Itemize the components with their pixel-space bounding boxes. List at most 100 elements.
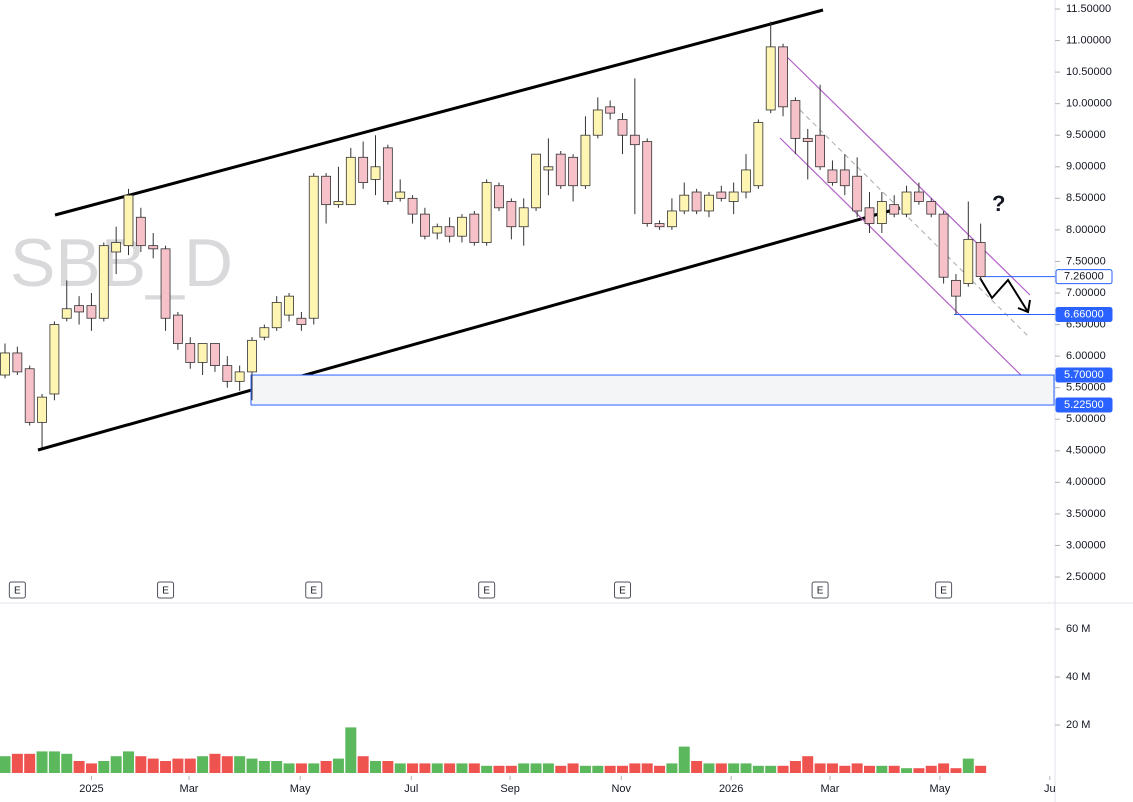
earnings-marker [157,581,175,599]
y-tick-label: 10.00000 [1066,98,1112,110]
candle-body [432,226,443,234]
question-annotation: ? [992,191,1005,216]
volume-bar [456,763,468,773]
volume-bar [85,763,97,773]
volume-bar [283,763,295,773]
candle-body [382,147,393,202]
volume-bar [913,768,925,773]
y-tick-label: 5.50000 [1066,382,1106,394]
candle-body [642,141,653,224]
earnings-marker [811,581,829,599]
volume-bar [938,763,950,773]
volume-bar [851,763,863,773]
candle-body [395,191,406,199]
candle-body [790,100,801,139]
candle-body [592,109,603,136]
volume-bar [530,763,542,773]
candle-body [975,242,986,277]
volume-bar [888,765,900,773]
volume-bar [715,763,727,773]
candle-body [753,122,764,187]
volume-bar [826,763,838,773]
volume-bar [209,753,221,773]
candle-body [469,213,480,243]
volume-bar [691,761,703,773]
volume-bar [48,751,60,773]
candle-body [61,308,72,319]
volume-bar [444,763,456,773]
candle-body [111,242,122,253]
candle-body [901,191,912,215]
volume-bar [123,751,134,773]
candle-body [370,166,381,180]
volume-bar [468,763,480,773]
candle-body [271,302,282,329]
candle-body [185,343,196,363]
y-tick-label: 5.00000 [1066,413,1106,425]
arrow-head [1017,299,1031,314]
x-tick-label: Jul [404,783,418,795]
x-tick-label: Mar [821,783,840,795]
volume-bar [135,756,147,773]
candle-body [74,305,84,313]
candle-body [210,343,220,366]
y-tick-label: 11.00000 [1066,34,1111,46]
candle-body [605,106,616,114]
volume-bar [295,763,307,773]
x-tick-label: Ju [1044,783,1056,795]
candle-body [407,197,418,215]
volume-tick-label: 20 M [1066,719,1090,731]
volume-bar [567,763,579,773]
candle-body [481,182,492,243]
volume-bar [864,765,875,773]
volume-bar [345,727,357,773]
candle-body [457,216,467,237]
volume-bar [617,765,628,773]
volume-bar [61,753,73,773]
volume-bar [629,763,641,773]
volume-bar [728,763,740,773]
candle-body [284,295,294,316]
candle-body [98,245,109,319]
candle-body [765,46,776,111]
candle-body [778,46,788,108]
candle-body [49,324,60,395]
volume-bar [0,756,11,773]
earnings-label: E [817,586,824,597]
volume-bar [382,761,394,773]
candle-body [629,134,640,146]
volume-bar [654,765,666,773]
candle-body [86,305,97,319]
candle-body [802,137,813,142]
volume-bar [36,751,48,773]
level-label: 6.66000 [1064,308,1104,320]
volume-bar [666,763,678,773]
volume-bar [407,763,419,773]
candle-body [345,156,356,206]
down-channel-upper [784,54,1031,296]
y-tick-label: 4.00000 [1066,476,1106,488]
candle-body [0,352,10,376]
y-tick-label: 7.00000 [1066,287,1106,299]
y-tick-label: 8.00000 [1066,224,1106,236]
volume-bar [184,758,196,773]
candle-body [555,153,566,187]
volume-bar [542,763,554,773]
volume-bar [246,758,258,773]
candle-body [12,352,23,373]
candle-body [296,317,307,325]
volume-bar [641,763,653,773]
level-label: 5.70000 [1064,369,1104,381]
candle-body [667,210,677,228]
y-tick-label: 2.50000 [1066,571,1106,583]
earnings-label: E [310,586,317,597]
volume-bar [678,746,690,773]
volume-bar [258,761,270,773]
volume-bar [98,761,110,773]
volume-bar [320,761,332,773]
volume-bar [73,761,85,773]
candle-body [716,191,727,199]
candle-body [617,119,628,136]
candle-body [358,156,369,183]
earnings-label: E [483,586,490,597]
